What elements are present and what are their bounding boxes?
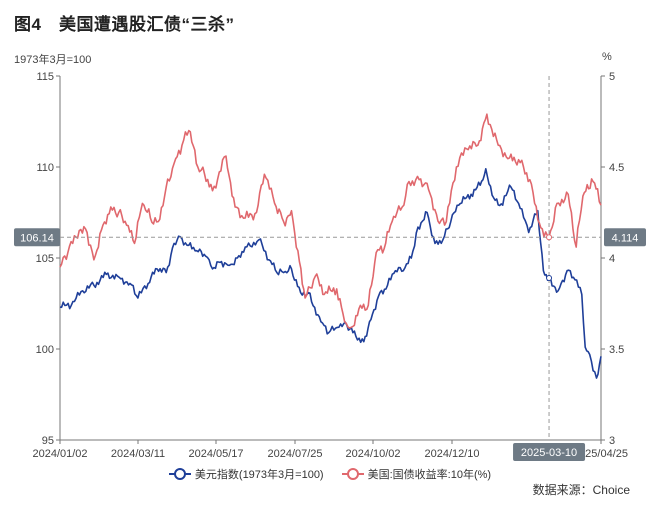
left-y-tick-label: 95 (42, 435, 54, 447)
crosshair-right-badge (604, 228, 646, 247)
legend-item-dollar-index[interactable]: 美元指数(1973年3月=100) (168, 466, 324, 482)
data-source: 数据来源：Choice (532, 483, 630, 497)
right-y-tick-label: 4 (609, 253, 615, 265)
left-y-tick-label: 105 (36, 253, 54, 265)
right-y-tick-label: 4.5 (609, 162, 624, 174)
crosshair-dollar-point (546, 275, 553, 282)
legend: 美元指数(1973年3月=100) 美国:国债收益率:10年(%) (0, 466, 660, 482)
crosshair-x-badge (513, 443, 586, 461)
crosshair-right-value: 4.114 (612, 232, 639, 244)
crosshair-left-badge (14, 228, 60, 247)
dollar-index-line (59, 168, 602, 379)
x-tick-label: 2024/12/10 (424, 448, 479, 460)
left-y-tick-label: 115 (36, 71, 54, 83)
legend-dollar-index-label: 美元指数(1973年3月=100) (194, 469, 324, 481)
left-axis-unit: 1973年3月=100 (14, 54, 92, 66)
x-tick-label: 2024/07/25 (267, 448, 322, 460)
crosshair-left-value: 106.14 (20, 232, 54, 244)
x-tick-label: 2024/01/02 (32, 448, 87, 460)
right-y-tick-label: 5 (609, 71, 615, 83)
figure-title: 图4 美国遭遇股汇债“三杀” (14, 15, 235, 34)
x-tick-label: 2024/03/11 (111, 448, 165, 460)
crosshair-yield-point (546, 234, 553, 241)
right-y-tick-label: 3.5 (609, 344, 624, 356)
treasury-yield-line (59, 113, 602, 329)
legend-item-treasury-yield[interactable]: 美国:国债收益率:10年(%) (341, 466, 492, 482)
x-tick-label: 2025/04/25 (573, 448, 628, 460)
legend-dollar-index-icon (168, 468, 191, 480)
left-y-tick-label: 100 (36, 344, 54, 356)
legend-treasury-yield-label: 美国:国债收益率:10年(%) (367, 469, 492, 481)
crosshair-x-value: 2025-03-10 (521, 447, 577, 459)
right-y-tick-label: 3 (609, 435, 615, 447)
right-axis-unit: % (602, 51, 612, 63)
legend-treasury-yield-icon (341, 468, 364, 480)
x-tick-label: 2024/05/17 (188, 448, 243, 460)
x-tick-label: 2024/10/02 (345, 448, 400, 460)
left-y-tick-label: 110 (36, 162, 54, 174)
